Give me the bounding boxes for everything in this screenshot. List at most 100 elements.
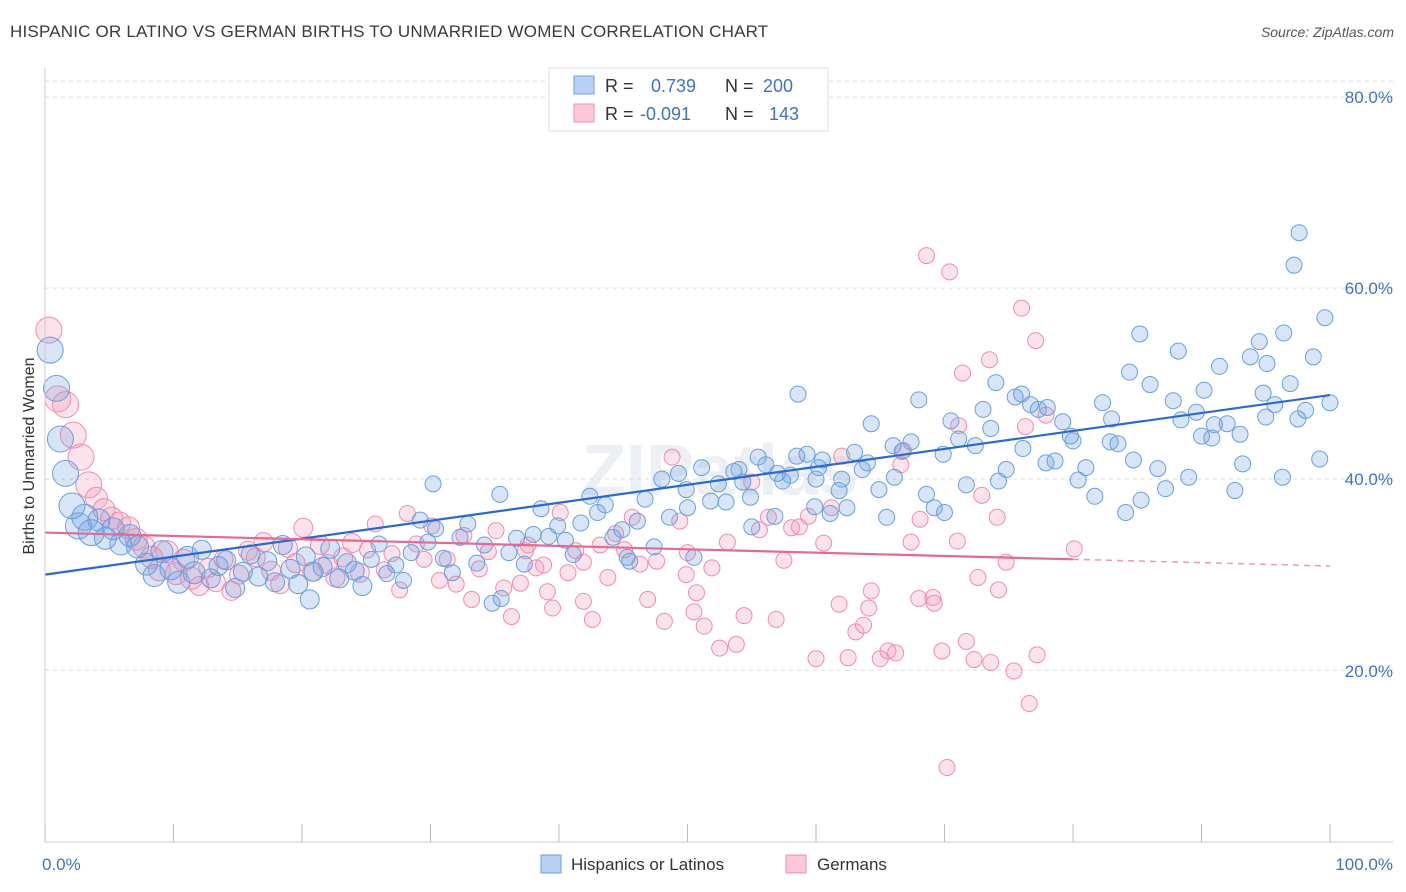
hispanics-point — [468, 554, 486, 572]
hispanics-point — [685, 548, 703, 566]
legend-bottom-label-germans: Germans — [817, 855, 887, 874]
germans-point — [799, 507, 817, 525]
hispanics-point — [628, 512, 646, 530]
hispanics-point — [1275, 324, 1293, 342]
hispanics-point — [191, 539, 212, 560]
hispanics-point — [910, 391, 928, 409]
germans-point — [989, 581, 1007, 599]
hispanics-point — [1014, 440, 1032, 458]
hispanics-point — [679, 499, 696, 517]
germans-point — [1016, 418, 1034, 436]
germans-point — [911, 510, 929, 528]
hispanics-point — [378, 565, 396, 583]
hispanics-point — [1013, 385, 1031, 403]
hispanics-point — [1180, 468, 1198, 486]
hispanics-point — [1121, 363, 1139, 381]
germans-point — [855, 616, 873, 634]
x-tick-label-max: 100.0% — [1335, 855, 1393, 874]
germans-point — [639, 590, 657, 608]
hispanics-point — [1311, 450, 1329, 468]
hispanics-point — [1086, 487, 1104, 505]
hispanics-point — [46, 425, 74, 453]
hispanics-point — [288, 574, 309, 595]
trend-lines — [44, 393, 1331, 576]
germans-point — [815, 534, 833, 552]
germans-point — [988, 508, 1006, 526]
germans-point — [980, 351, 998, 369]
hispanics-point — [1157, 480, 1175, 498]
hispanics-point — [1064, 432, 1082, 450]
germans-point — [703, 559, 721, 577]
germans-point — [495, 579, 513, 597]
germans-point — [948, 532, 966, 550]
hispanics-point — [942, 412, 960, 430]
hispanics-point — [232, 561, 253, 582]
germans-point — [918, 247, 936, 265]
germans-point — [1065, 540, 1083, 558]
germans-point — [430, 571, 448, 589]
hispanics-point — [52, 459, 80, 487]
hispanics-point — [789, 385, 807, 403]
hispanics-point — [806, 498, 824, 516]
hispanics-point — [997, 461, 1015, 479]
germans-point — [982, 653, 1000, 671]
hispanics-point — [1234, 455, 1252, 473]
legend-r-value-1: 0.739 — [651, 76, 696, 96]
legend-n-value-2: 143 — [769, 104, 799, 124]
hispanics-point — [858, 454, 876, 472]
hispanics-point — [176, 545, 200, 569]
germans-point — [342, 533, 363, 554]
germans-point — [933, 642, 951, 660]
legend-n-value-1: 200 — [763, 76, 793, 96]
legend-top-box — [548, 67, 829, 132]
germans-point — [902, 533, 920, 551]
hispanics-point — [878, 508, 896, 526]
hispanics-point — [1141, 376, 1159, 394]
hispanics-point — [500, 544, 518, 562]
hispanics-point — [43, 374, 71, 402]
hispanics-point — [950, 430, 968, 448]
hispanics-point — [645, 538, 663, 556]
hispanics-point — [1149, 460, 1167, 478]
legend-r-value-2: -0.091 — [640, 104, 691, 124]
hispanics-point — [884, 437, 902, 455]
hispanics-point — [395, 571, 413, 589]
hispanics-point — [596, 496, 614, 514]
germans-point — [687, 584, 705, 602]
germans-point — [685, 603, 703, 621]
hispanics-point — [982, 419, 1000, 437]
hispanics-point — [1321, 394, 1339, 412]
hispanics-point — [299, 589, 320, 610]
germans-point — [535, 556, 553, 574]
germans-point — [767, 610, 785, 628]
hispanics-point — [556, 531, 574, 549]
germans-point — [1005, 662, 1023, 680]
hispanics-point — [661, 508, 679, 526]
hispanics-point — [1231, 425, 1249, 443]
germans-point — [487, 522, 505, 540]
hispanics-point — [200, 568, 221, 589]
germans-point — [599, 568, 617, 586]
hispanics-point — [766, 507, 784, 525]
hispanics-point — [743, 518, 761, 536]
hispanics-point — [443, 564, 461, 582]
hispanics-point — [532, 500, 550, 518]
hispanics-point — [1210, 357, 1228, 375]
hispanics-point — [257, 551, 278, 572]
hispanics-point — [93, 526, 117, 550]
hispanics-point — [702, 492, 720, 510]
germans-point — [695, 617, 713, 635]
legend-bottom-swatch-hispanics — [540, 854, 562, 874]
hispanics-point — [109, 532, 133, 556]
germans-point — [391, 581, 409, 599]
germans-point — [711, 639, 729, 657]
germans-point — [583, 610, 601, 628]
germans-point — [189, 576, 210, 597]
hispanics-point — [788, 447, 806, 465]
hispanics-points — [36, 224, 1339, 612]
hispanics-point — [1281, 375, 1299, 393]
legend-n-label-2: N = — [725, 104, 754, 124]
hispanics-point — [1169, 342, 1187, 360]
germans-point — [1027, 332, 1045, 350]
hispanics-point — [821, 504, 839, 522]
